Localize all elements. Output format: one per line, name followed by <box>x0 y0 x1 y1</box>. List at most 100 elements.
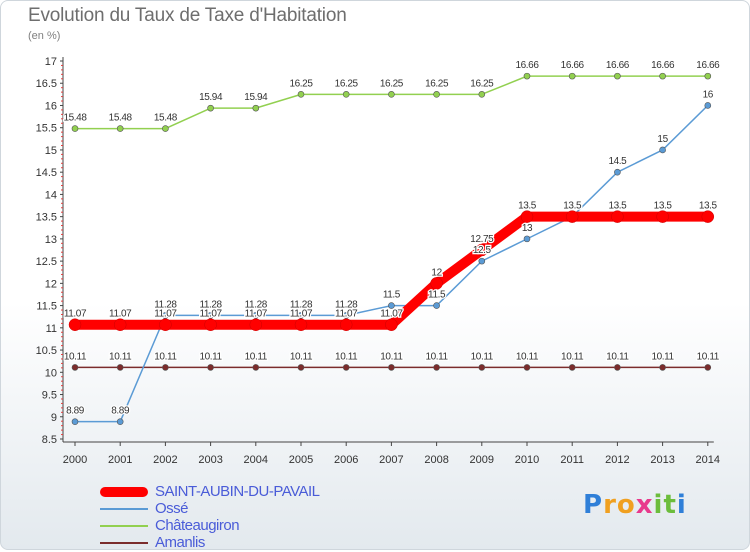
data-label: 11.07 <box>245 309 268 320</box>
y-tick-label: 16 <box>45 100 57 112</box>
data-point <box>207 104 214 112</box>
data-point <box>71 418 79 425</box>
data-label: 15.48 <box>109 113 133 124</box>
data-point <box>433 364 440 371</box>
data-point <box>388 364 395 371</box>
data-label: 8.89 <box>111 406 130 417</box>
data-point <box>162 125 169 132</box>
data-point <box>249 318 263 331</box>
data-label: 10.11 <box>516 351 539 362</box>
data-point <box>433 91 440 98</box>
x-tick-label: 2014 <box>696 454 720 466</box>
y-tick-label: 14 <box>45 189 57 201</box>
legend-label: Amanlis <box>155 534 205 551</box>
data-point <box>297 364 305 371</box>
data-label: 10.11 <box>154 351 177 362</box>
chart-title: Evolution du Taux de Taxe d'Habitation <box>28 5 347 26</box>
x-tick-label: 2012 <box>605 454 629 466</box>
x-tick-label: 2004 <box>244 454 268 466</box>
data-label: 11.07 <box>380 309 403 320</box>
data-label: 16.66 <box>561 60 585 71</box>
logo-letter: x <box>635 490 654 520</box>
data-label: 16.25 <box>425 78 449 89</box>
y-tick-label: 12 <box>45 278 57 290</box>
data-label: 11.28 <box>245 299 268 310</box>
data-label: 10.11 <box>64 351 87 362</box>
data-point <box>433 302 440 309</box>
data-label: 11.07 <box>335 309 358 320</box>
data-label: 11.07 <box>109 309 132 320</box>
data-label: 10.11 <box>245 351 268 362</box>
data-point <box>478 257 486 265</box>
legend-label: Ossé <box>155 500 189 517</box>
data-labels: 11.07 11.07 11.07 11.07 11.07 11.07 11.07 11.07… <box>62 59 722 418</box>
data-point <box>204 318 217 331</box>
data-label: 13.5 <box>563 201 582 212</box>
data-label: 16.25 <box>335 78 359 89</box>
y-tick-label: 11 <box>46 323 57 335</box>
data-point <box>207 312 214 319</box>
data-label: 12 <box>431 267 442 278</box>
data-label: 10.11 <box>290 351 313 362</box>
y-tick-label: 10.5 <box>36 345 57 357</box>
data-label: 12.5 <box>473 245 492 256</box>
y-tick-label: 17 <box>45 56 57 68</box>
proxiti-logo: Proxiti <box>583 490 687 520</box>
y-tick-label: 9 <box>51 412 57 424</box>
x-tick-label: 2001 <box>108 454 132 466</box>
data-point <box>162 312 169 319</box>
data-label: 13.5 <box>518 201 537 212</box>
data-point <box>523 364 531 371</box>
data-label: 13.5 <box>608 201 627 212</box>
data-label: 10.11 <box>471 351 494 362</box>
y-tick-label: 12.5 <box>36 256 57 268</box>
legend-swatch <box>100 542 148 544</box>
data-point <box>656 210 669 223</box>
data-point <box>71 125 79 132</box>
data-point <box>614 72 621 80</box>
x-tick-label: 2010 <box>515 454 539 466</box>
data-point <box>297 312 305 319</box>
data-point <box>116 418 124 425</box>
data-point <box>116 125 124 132</box>
data-point <box>659 146 666 154</box>
data-label: 10.11 <box>380 351 403 362</box>
data-point <box>614 168 621 176</box>
legend-swatch <box>100 508 148 510</box>
data-point <box>568 364 576 371</box>
data-point <box>252 364 260 371</box>
chart-subtitle: (en %) <box>28 30 61 42</box>
data-point <box>520 210 534 223</box>
data-label: 10.11 <box>335 351 358 362</box>
data-point <box>388 91 395 98</box>
y-tick-label: 13 <box>45 234 57 246</box>
data-point <box>342 364 350 371</box>
data-label: 16.25 <box>289 78 313 89</box>
x-tick-label: 2003 <box>198 454 222 466</box>
data-label: 10.11 <box>561 351 584 362</box>
data-label: 11.28 <box>290 299 313 310</box>
data-point <box>113 318 127 331</box>
data-point <box>294 318 308 331</box>
data-point <box>385 318 398 331</box>
x-tick-label: 2013 <box>650 454 674 466</box>
data-point <box>68 318 82 331</box>
legend-swatch <box>100 487 148 497</box>
data-point <box>701 210 715 223</box>
y-tick-label: 16.5 <box>36 78 57 90</box>
data-label: 16.25 <box>470 78 494 89</box>
data-point <box>478 91 486 98</box>
data-label: 13.5 <box>654 201 673 212</box>
logo-letter: t <box>663 490 677 520</box>
data-label: 16 <box>703 89 714 100</box>
y-tick-label: 9.5 <box>42 390 57 402</box>
x-tick-label: 2008 <box>424 454 448 466</box>
data-label: 10.11 <box>425 351 448 362</box>
y-tick-label: 14.5 <box>36 167 57 179</box>
data-label: 16.25 <box>380 78 404 89</box>
data-label: 15.48 <box>154 113 178 124</box>
data-point <box>430 277 443 290</box>
data-label: 16.66 <box>515 60 539 71</box>
